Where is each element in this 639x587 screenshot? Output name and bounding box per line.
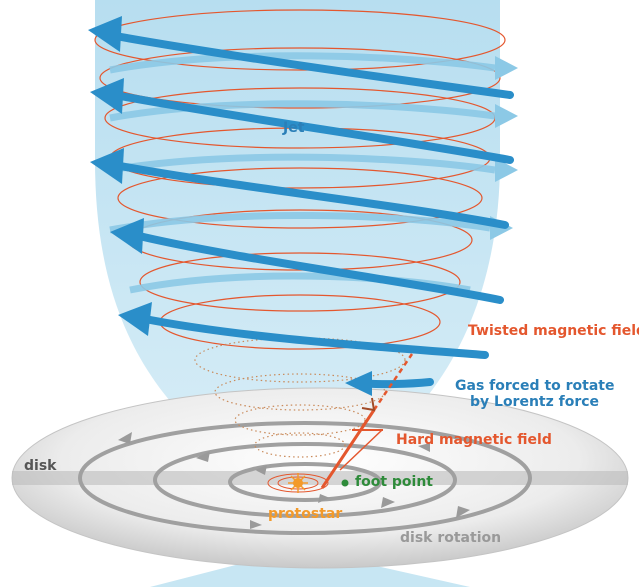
twisted-field-label: Twisted magnetic field	[468, 323, 639, 339]
arrowhead-1	[88, 16, 122, 52]
jet-label: Jet	[282, 120, 305, 136]
arrowhead-5	[118, 302, 152, 336]
disk-rotation-label: disk rotation	[400, 530, 501, 546]
foot-point-label: foot point	[355, 474, 433, 490]
gas-forced-label-line1: Gas forced to rotate	[455, 378, 614, 394]
arrowhead-3	[90, 148, 124, 184]
arrowhead-2	[90, 78, 124, 114]
protostar-label: protostar	[268, 506, 342, 522]
protostar	[267, 473, 329, 493]
arrowhead-4	[110, 218, 144, 254]
disk-rotation-rings	[78, 421, 532, 535]
disk-label: disk	[24, 458, 57, 474]
foot-point-marker	[341, 479, 349, 487]
gas-forced-label-line2: by Lorentz force	[470, 394, 599, 410]
jet-arrowheads	[88, 16, 372, 396]
arrowhead-6	[345, 371, 372, 396]
hard-field-label: Hard magnetic field	[396, 432, 552, 448]
counter-jet	[150, 560, 470, 587]
jet-front-arrows	[106, 31, 514, 389]
hard-magnetic-field	[320, 353, 414, 489]
disk-rotation-arrows	[118, 432, 470, 529]
